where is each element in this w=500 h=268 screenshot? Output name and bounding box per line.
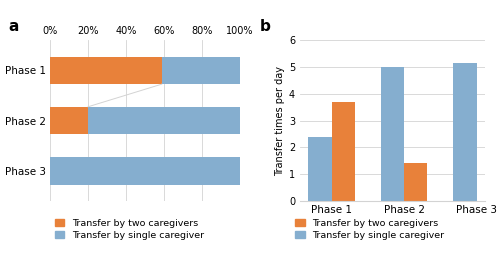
Bar [404,163,427,201]
Bar [162,57,240,84]
Bar [332,102,355,201]
Bar [454,63,476,201]
Text: a: a [8,19,18,34]
Text: b: b [260,19,270,34]
Y-axis label: Transfer times per day: Transfer times per day [274,66,284,176]
Bar [50,107,88,135]
Legend: Transfer by two caregivers, Transfer by single caregiver: Transfer by two caregivers, Transfer by … [296,219,444,240]
Bar [50,57,162,84]
Bar [50,157,240,185]
Bar [381,67,404,201]
Legend: Transfer by two caregivers, Transfer by single caregiver: Transfer by two caregivers, Transfer by … [54,219,204,240]
Bar [308,137,332,201]
Bar [88,107,240,135]
